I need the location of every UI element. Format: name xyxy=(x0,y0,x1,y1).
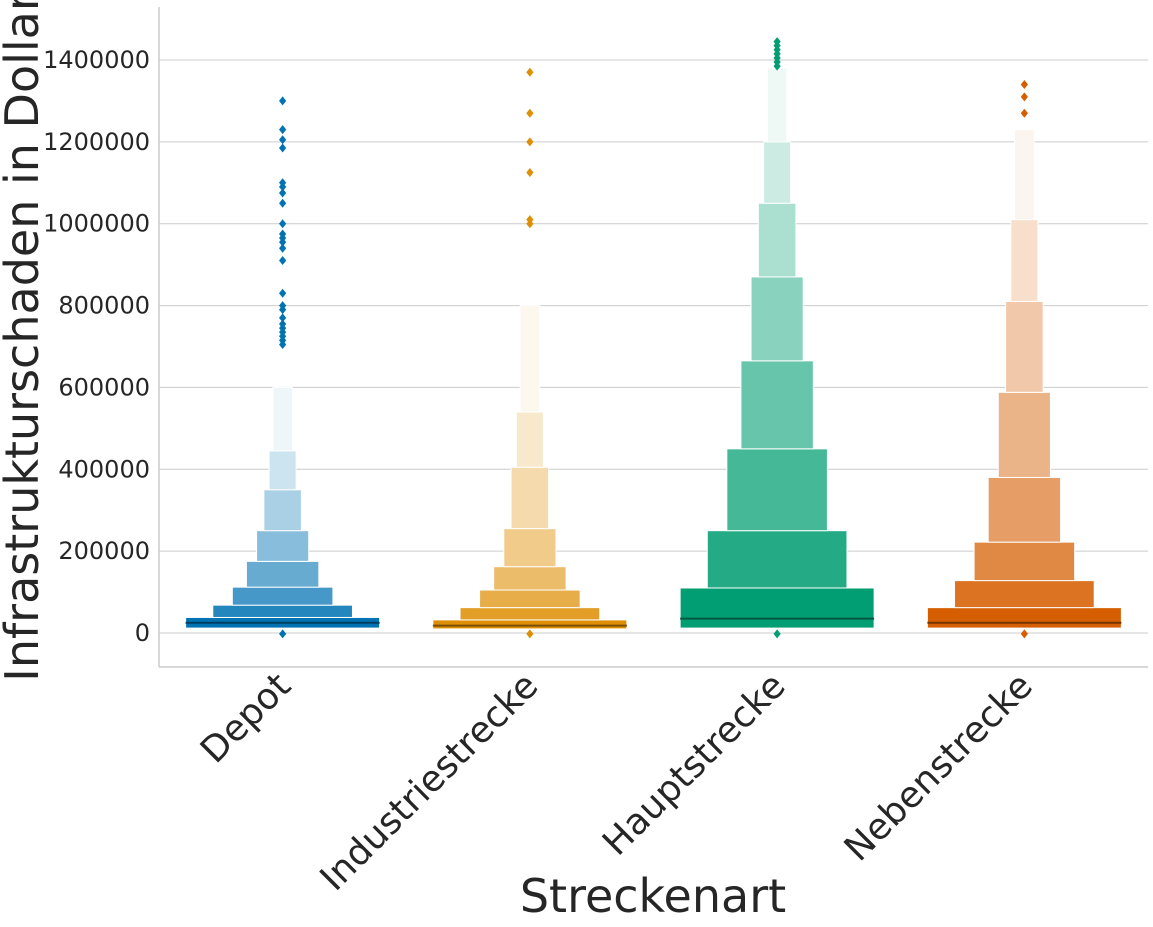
boxen-box xyxy=(757,202,797,278)
outlier-point xyxy=(1020,92,1028,102)
boxen-box xyxy=(245,560,320,588)
boxen-plot-area xyxy=(185,37,1122,639)
x-axis-title: Streckenart xyxy=(520,869,786,923)
outlier-point xyxy=(279,198,287,208)
outlier-point xyxy=(526,108,534,118)
y-tick-label: 800000 xyxy=(58,292,150,320)
boxen-box xyxy=(459,607,601,621)
boxen-box xyxy=(954,580,1095,609)
y-axis-title: Infrastrukturschaden in Dollar xyxy=(0,0,49,682)
boxen-box xyxy=(706,530,848,589)
outlier-point xyxy=(279,319,287,329)
boxen-box xyxy=(926,607,1122,629)
y-tick-label: 0 xyxy=(135,619,150,647)
outlier-point xyxy=(1020,108,1028,118)
boxen-box xyxy=(256,530,310,562)
boxen-box xyxy=(519,305,541,413)
boxen-box xyxy=(231,586,334,606)
boxen-box xyxy=(272,386,293,452)
outlier-point xyxy=(526,137,534,147)
outlier-point xyxy=(279,288,287,298)
boxen-box xyxy=(740,360,814,450)
x-tick-labels: Depot Industriestrecke Hauptstrecke Nebenst… xyxy=(193,665,1041,899)
outlier-point xyxy=(279,143,287,153)
boxen-box xyxy=(766,67,788,143)
boxen-group-depot xyxy=(185,96,381,639)
boxen-box xyxy=(432,619,628,630)
boxen-box xyxy=(973,541,1076,582)
x-tick-label: Nebenstrecke xyxy=(837,665,1041,869)
y-tick-label: 1400000 xyxy=(43,46,150,74)
outlier-point xyxy=(526,168,534,178)
grid-lines xyxy=(159,59,1148,634)
boxen-box xyxy=(503,528,557,568)
outlier-point xyxy=(526,215,534,225)
outlier-point xyxy=(279,256,287,266)
boxen-box xyxy=(212,604,353,618)
boxen-box xyxy=(493,566,567,591)
boxen-box xyxy=(997,391,1051,478)
boxen-box xyxy=(1014,129,1035,221)
x-tick-label: Depot xyxy=(193,665,299,771)
x-tick-label: Industriestrecke xyxy=(313,665,547,899)
outlier-point xyxy=(526,629,534,639)
y-tick-label: 1000000 xyxy=(43,210,150,238)
boxen-box xyxy=(987,476,1062,543)
y-tick-label: 400000 xyxy=(58,455,150,483)
axis-spines xyxy=(158,7,1148,668)
y-tick-label: 1200000 xyxy=(43,128,150,156)
outlier-point xyxy=(279,178,287,188)
boxen-box xyxy=(268,450,297,491)
boxen-box xyxy=(763,141,792,204)
boxen-box xyxy=(726,448,828,532)
outlier-point xyxy=(279,188,287,198)
y-tick-label: 600000 xyxy=(58,373,150,401)
boxen-box xyxy=(750,276,804,362)
outlier-point xyxy=(279,219,287,229)
outlier-point xyxy=(279,96,287,106)
outlier-point xyxy=(279,629,287,639)
outlier-point xyxy=(279,301,287,311)
boxen-box xyxy=(679,587,875,629)
boxen-group-industriestrecke xyxy=(432,67,628,639)
boxen-box xyxy=(510,466,550,530)
outlier-point xyxy=(279,243,287,253)
outlier-point xyxy=(1020,629,1028,639)
boxen-group-nebenstrecke xyxy=(926,80,1122,639)
outlier-point xyxy=(279,313,287,323)
boxen-box xyxy=(1010,219,1039,302)
outlier-point xyxy=(279,125,287,135)
x-tick-label: Hauptstrecke xyxy=(595,665,793,863)
outlier-point xyxy=(526,67,534,77)
boxen-group-hauptstrecke xyxy=(679,37,875,639)
y-tick-label: 200000 xyxy=(58,537,150,565)
boxen-box xyxy=(479,589,581,609)
outlier-point xyxy=(1020,80,1028,90)
boxen-box xyxy=(1005,300,1044,393)
y-tick-labels: 0 200000 400000 600000 800000 1000000 1200000 1… xyxy=(43,46,150,647)
boxen-box xyxy=(263,489,302,532)
boxen-box xyxy=(515,411,544,468)
outlier-point xyxy=(279,135,287,145)
outlier-point xyxy=(773,629,781,639)
outlier-point xyxy=(773,37,781,47)
outlier-point xyxy=(279,229,287,239)
